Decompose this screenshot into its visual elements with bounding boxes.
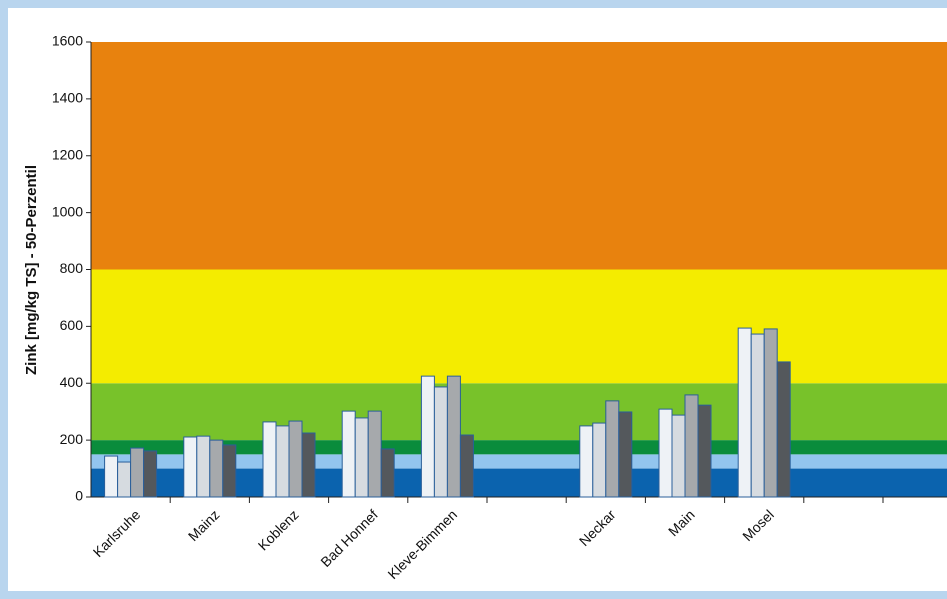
bar [671,414,686,498]
bar [433,386,448,498]
y-tick-label: 800 [60,260,84,276]
y-tick-label: 400 [60,374,84,390]
bar [196,435,211,498]
bar [367,410,382,498]
y-tick-label: 1600 [52,33,83,49]
bar [446,375,461,498]
bar [658,408,673,498]
y-axis-label: Zink [mg/kg TS] - 50-Perzentil [23,165,40,375]
bar [117,461,132,498]
bar [183,436,198,498]
bar [380,448,395,498]
bar [618,411,633,498]
bar [275,425,290,498]
bar [301,432,316,498]
bar [459,434,474,498]
zone-band [91,383,947,441]
zone-band [91,42,947,270]
y-tick-label: 0 [75,488,83,504]
bar [222,444,237,498]
bar [750,333,765,498]
bar [354,417,369,498]
bar [130,447,145,498]
bar [776,361,791,498]
bar [605,400,620,498]
bar [209,439,224,498]
y-tick-label: 200 [60,431,84,447]
bar [288,420,303,498]
bar [592,422,607,498]
y-tick-label: 1400 [52,90,83,106]
bar [579,425,594,498]
bar [341,410,356,498]
bar [737,327,752,498]
zone-band [91,269,947,384]
y-tick-label: 1200 [52,146,83,162]
bar [104,455,119,498]
bar [262,421,277,498]
bar [143,450,158,498]
bar [684,394,699,498]
bar [763,328,778,498]
y-tick-label: 1000 [52,203,83,219]
y-tick-label: 600 [60,317,84,333]
bar [697,404,712,498]
bar [420,375,435,498]
